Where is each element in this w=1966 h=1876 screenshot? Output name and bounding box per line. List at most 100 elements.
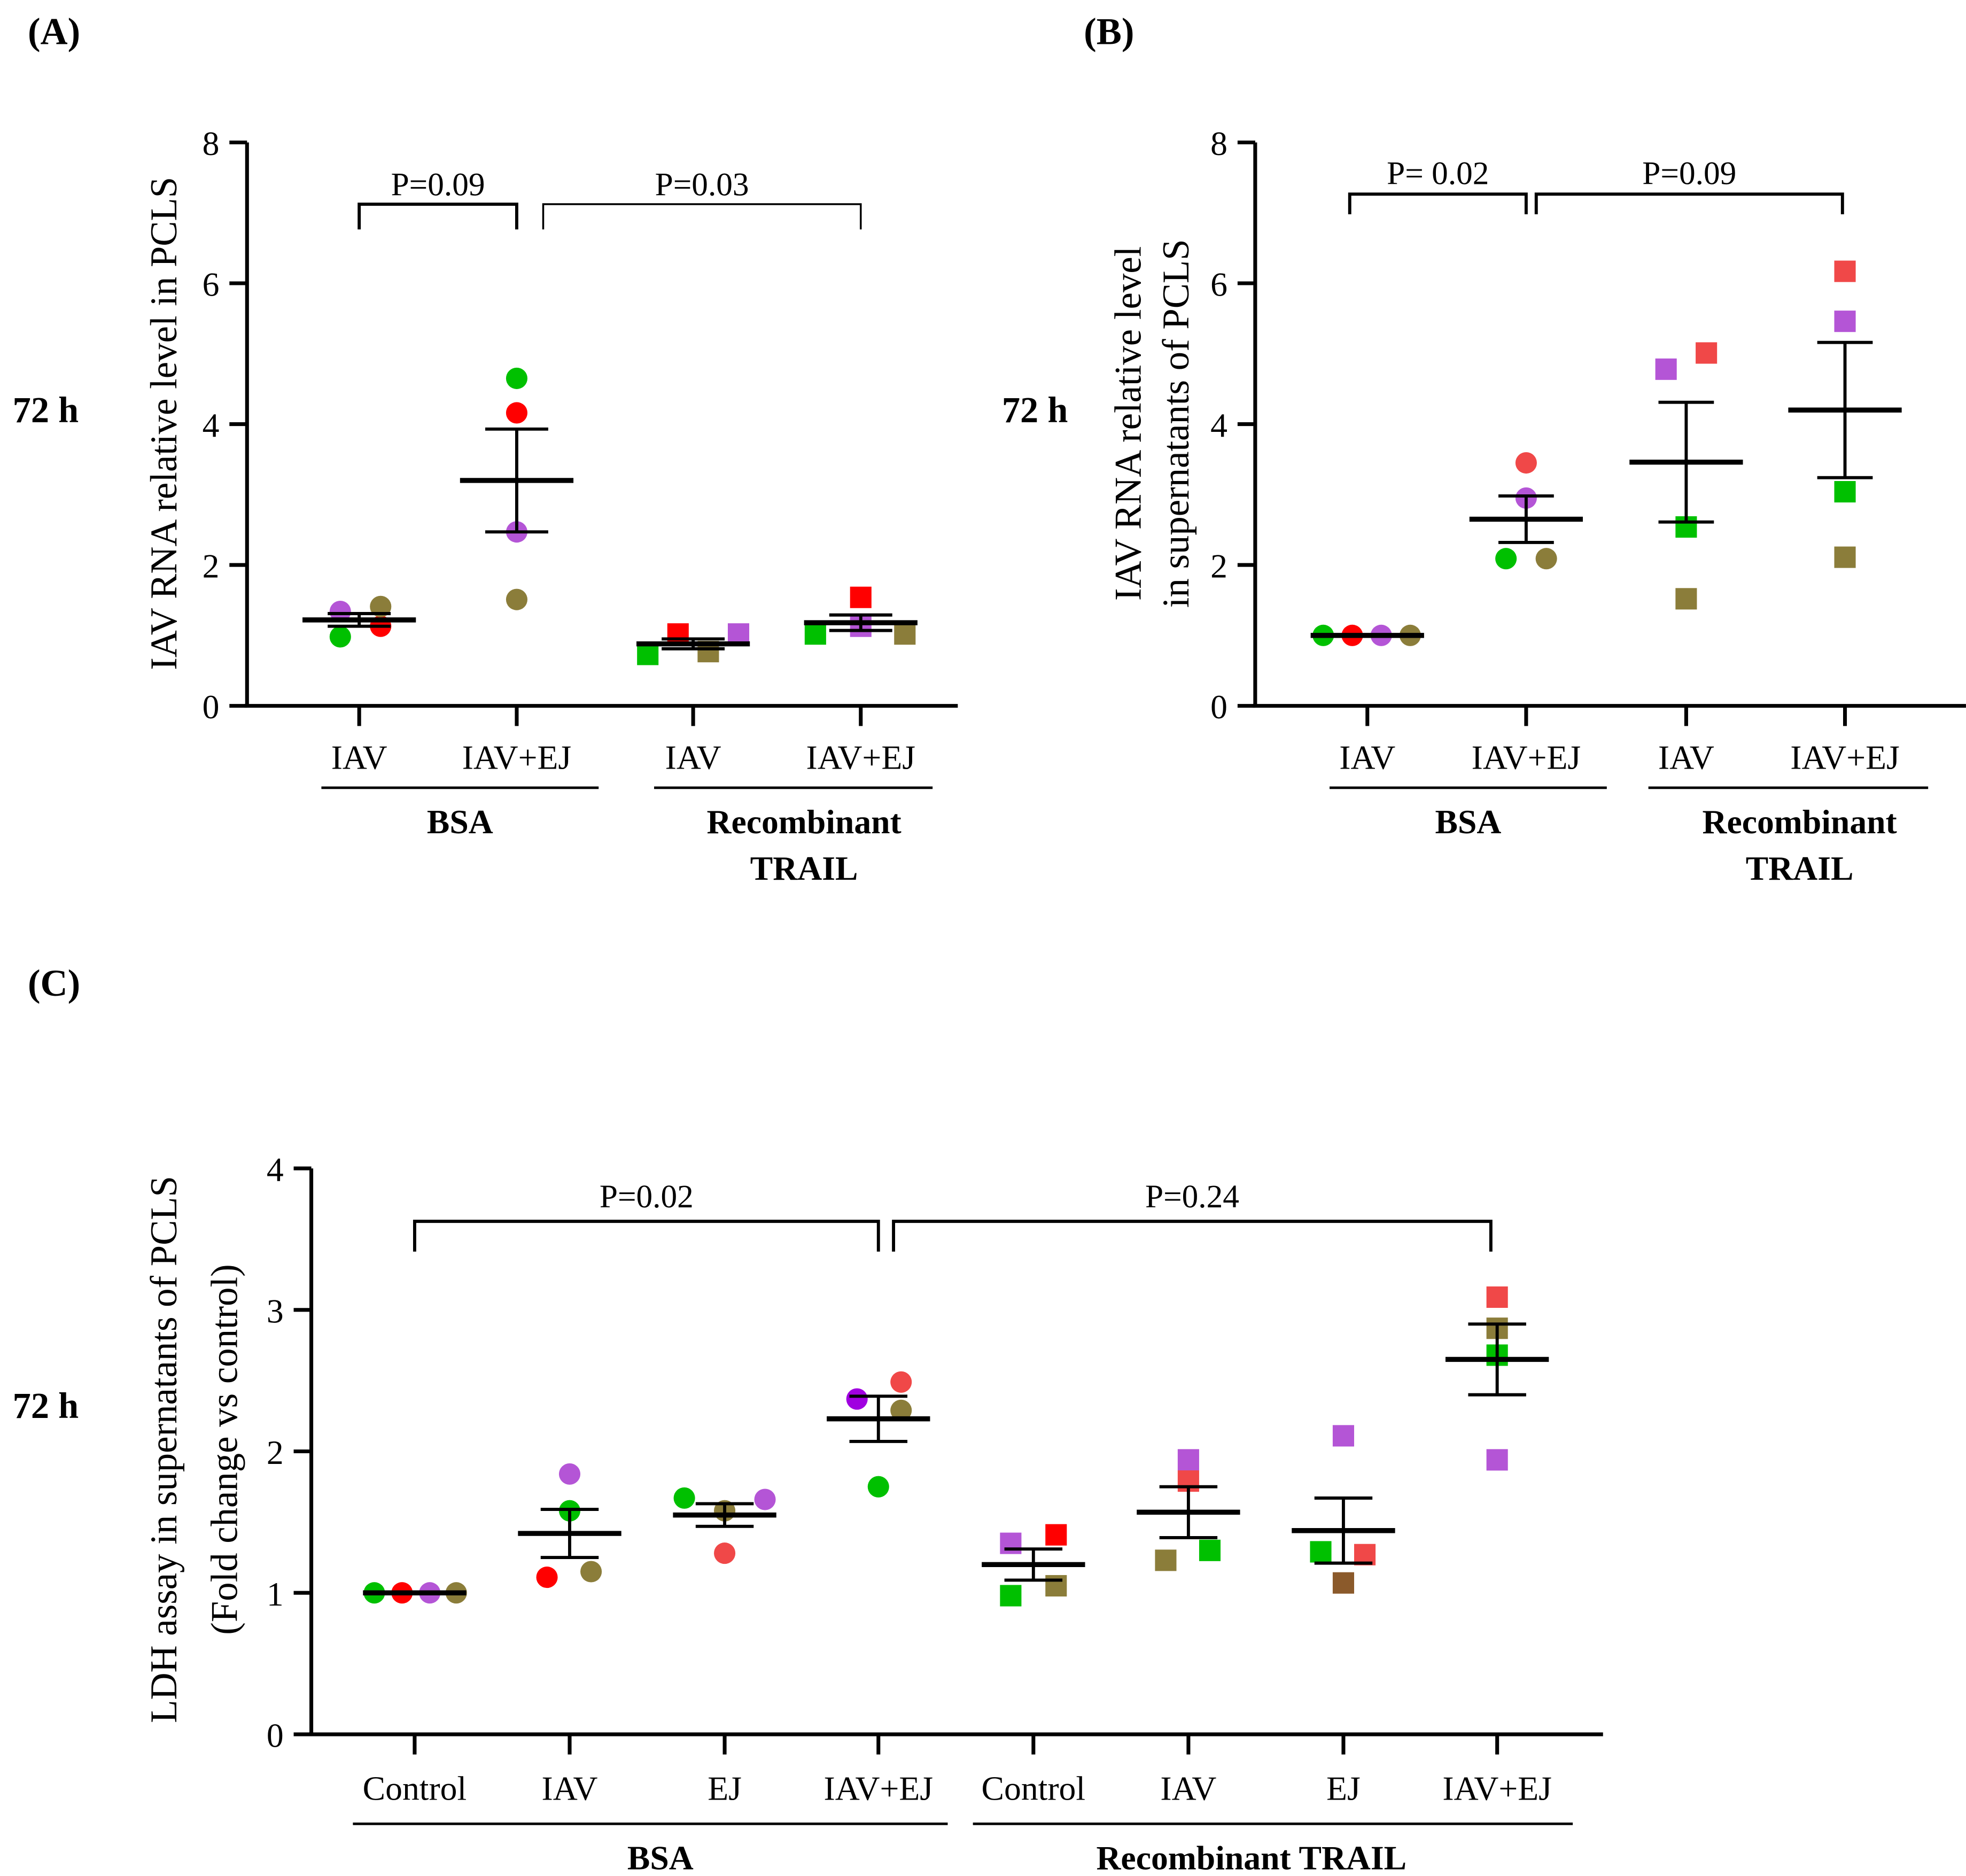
x-tick-label: IAV <box>331 739 387 777</box>
data-point-square <box>1155 1549 1177 1571</box>
y-axis-title: IAV RNA relative level <box>1107 246 1149 601</box>
data-point-circle <box>329 626 351 648</box>
y-tick-label: 1 <box>267 1575 284 1613</box>
data-point-circle <box>1495 548 1517 570</box>
y-tick-label: 0 <box>267 1717 284 1755</box>
data-point-square <box>1045 1575 1067 1597</box>
data-point-square <box>1655 358 1677 380</box>
group-label: Recombinant TRAIL <box>1096 1839 1406 1876</box>
y-axis-title: IAV RNA relative level in PCLS <box>143 177 185 670</box>
data-point-square <box>1199 1539 1221 1561</box>
y-axis-title: in supernatants of PCLS <box>1155 239 1197 608</box>
y-tick-label: 0 <box>1210 688 1227 726</box>
x-tick-label: IAV+EJ <box>824 1770 934 1808</box>
data-point-square <box>1834 480 1856 503</box>
x-tick-label: Control <box>363 1770 467 1808</box>
data-point-circle <box>1535 548 1557 570</box>
y-tick-label: 4 <box>267 1151 284 1189</box>
time-label: 72 h <box>13 390 79 430</box>
significance-bracket <box>542 203 862 230</box>
data-point-square <box>1486 1286 1508 1308</box>
data-point-circle <box>329 601 351 623</box>
data-point-square <box>1000 1585 1022 1607</box>
y-tick-label: 8 <box>203 125 220 162</box>
x-tick-label: EJ <box>1326 1770 1361 1808</box>
x-tick-label: IAV <box>1658 739 1714 777</box>
data-point-square <box>1834 546 1856 568</box>
data-point-square <box>804 623 826 645</box>
x-tick-label: IAV <box>665 739 721 777</box>
data-point-square <box>1696 342 1718 364</box>
data-point-square <box>637 644 659 665</box>
data-point-circle <box>506 402 527 424</box>
data-point-square <box>1045 1524 1067 1546</box>
group-label: Recombinant <box>1703 803 1897 841</box>
data-point-circle <box>867 1476 889 1498</box>
significance-bracket <box>892 1220 1493 1252</box>
significance-bracket <box>1534 192 1844 214</box>
y-tick-label: 4 <box>1210 406 1227 444</box>
p-value-label: P=0.02 <box>600 1179 694 1215</box>
panel-label: (B) <box>1084 11 1134 53</box>
data-point-circle <box>846 1388 868 1410</box>
time-label: 72 h <box>1002 390 1068 430</box>
data-point-circle <box>714 1542 736 1564</box>
x-tick-label: IAV <box>1339 739 1395 777</box>
time-label: 72 h <box>13 1385 79 1426</box>
y-axis-title: LDH assay in supernatants of PCLS <box>143 1176 185 1723</box>
y-tick-label: 2 <box>203 547 220 585</box>
x-tick-label: IAV+EJ <box>462 739 572 777</box>
p-value-label: P=0.03 <box>655 167 749 203</box>
data-point-square <box>894 623 916 645</box>
significance-bracket <box>413 1220 880 1252</box>
panel-label: (A) <box>28 11 80 53</box>
group-label: BSA <box>627 1839 694 1876</box>
p-value-label: P=0.09 <box>391 167 485 203</box>
data-point-square <box>1177 1449 1199 1471</box>
data-point-circle <box>506 367 527 389</box>
data-point-circle <box>890 1371 912 1393</box>
y-tick-label: 2 <box>267 1433 284 1471</box>
y-axis-title: (Fold change vs control) <box>204 1264 245 1634</box>
x-tick-label: Control <box>982 1770 1086 1808</box>
y-tick-label: 6 <box>1210 266 1227 304</box>
x-tick-label: IAV+EJ <box>1442 1770 1552 1808</box>
x-tick-label: EJ <box>708 1770 742 1808</box>
y-tick-label: 3 <box>267 1292 284 1330</box>
p-value-label: P=0.24 <box>1145 1179 1239 1215</box>
group-label: BSA <box>427 803 493 841</box>
y-tick-label: 0 <box>203 688 220 726</box>
data-point-square <box>1332 1572 1355 1594</box>
p-value-label: P= 0.02 <box>1387 155 1489 191</box>
significance-bracket <box>1348 192 1528 214</box>
y-tick-label: 4 <box>203 406 220 444</box>
data-point-circle <box>754 1489 776 1510</box>
data-point-circle <box>536 1567 558 1588</box>
data-point-square <box>1675 588 1697 610</box>
data-point-square <box>1834 311 1856 332</box>
data-point-square <box>1000 1532 1022 1554</box>
x-tick-label: IAV <box>1160 1770 1216 1808</box>
x-tick-label: IAV+EJ <box>1790 739 1900 777</box>
data-point-circle <box>673 1487 695 1509</box>
data-point-square <box>1834 260 1856 282</box>
significance-bracket <box>358 203 518 230</box>
data-point-square <box>667 623 689 645</box>
x-tick-label: IAV <box>542 1770 598 1808</box>
x-tick-label: IAV+EJ <box>1472 739 1581 777</box>
p-value-label: P=0.09 <box>1642 155 1736 191</box>
data-point-circle <box>1515 452 1537 474</box>
data-point-square <box>850 586 872 608</box>
data-point-circle <box>890 1399 912 1421</box>
data-point-circle <box>558 1463 581 1485</box>
data-point-square <box>1310 1541 1332 1563</box>
data-point-circle <box>370 595 392 617</box>
y-tick-label: 8 <box>1210 125 1227 162</box>
group-label: BSA <box>1435 803 1501 841</box>
panel-label: (C) <box>28 963 80 1004</box>
group-label: TRAIL <box>1746 849 1854 887</box>
data-point-circle <box>580 1561 602 1583</box>
y-tick-label: 2 <box>1210 547 1227 585</box>
group-label: TRAIL <box>750 849 858 887</box>
